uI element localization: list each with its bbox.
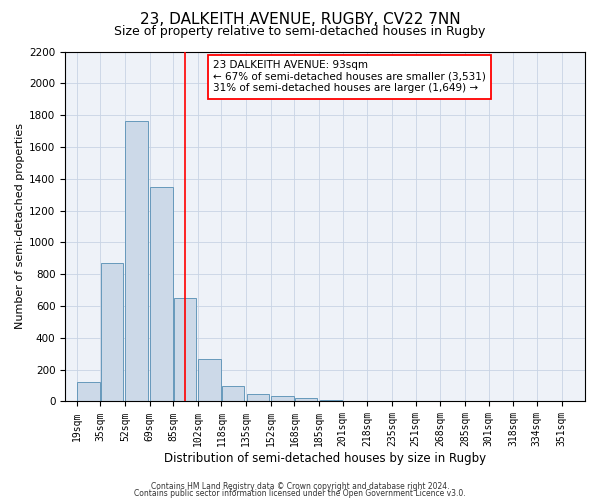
Y-axis label: Number of semi-detached properties: Number of semi-detached properties	[15, 124, 25, 330]
Bar	[77, 382, 100, 402]
Bar	[343, 400, 365, 402]
Bar	[125, 122, 148, 402]
Text: Size of property relative to semi-detached houses in Rugby: Size of property relative to semi-detach…	[115, 25, 485, 38]
Bar	[222, 386, 244, 402]
Bar	[173, 298, 196, 402]
Text: 23, DALKEITH AVENUE, RUGBY, CV22 7NN: 23, DALKEITH AVENUE, RUGBY, CV22 7NN	[140, 12, 460, 28]
Bar	[150, 186, 173, 402]
Bar	[271, 396, 294, 402]
Text: Contains HM Land Registry data © Crown copyright and database right 2024.: Contains HM Land Registry data © Crown c…	[151, 482, 449, 491]
Text: 23 DALKEITH AVENUE: 93sqm
← 67% of semi-detached houses are smaller (3,531)
31% : 23 DALKEITH AVENUE: 93sqm ← 67% of semi-…	[213, 60, 486, 94]
Bar	[295, 398, 317, 402]
Bar	[101, 263, 123, 402]
Text: Contains public sector information licensed under the Open Government Licence v3: Contains public sector information licen…	[134, 489, 466, 498]
Bar	[247, 394, 269, 402]
X-axis label: Distribution of semi-detached houses by size in Rugby: Distribution of semi-detached houses by …	[164, 452, 486, 465]
Bar	[199, 358, 221, 402]
Bar	[320, 400, 342, 402]
